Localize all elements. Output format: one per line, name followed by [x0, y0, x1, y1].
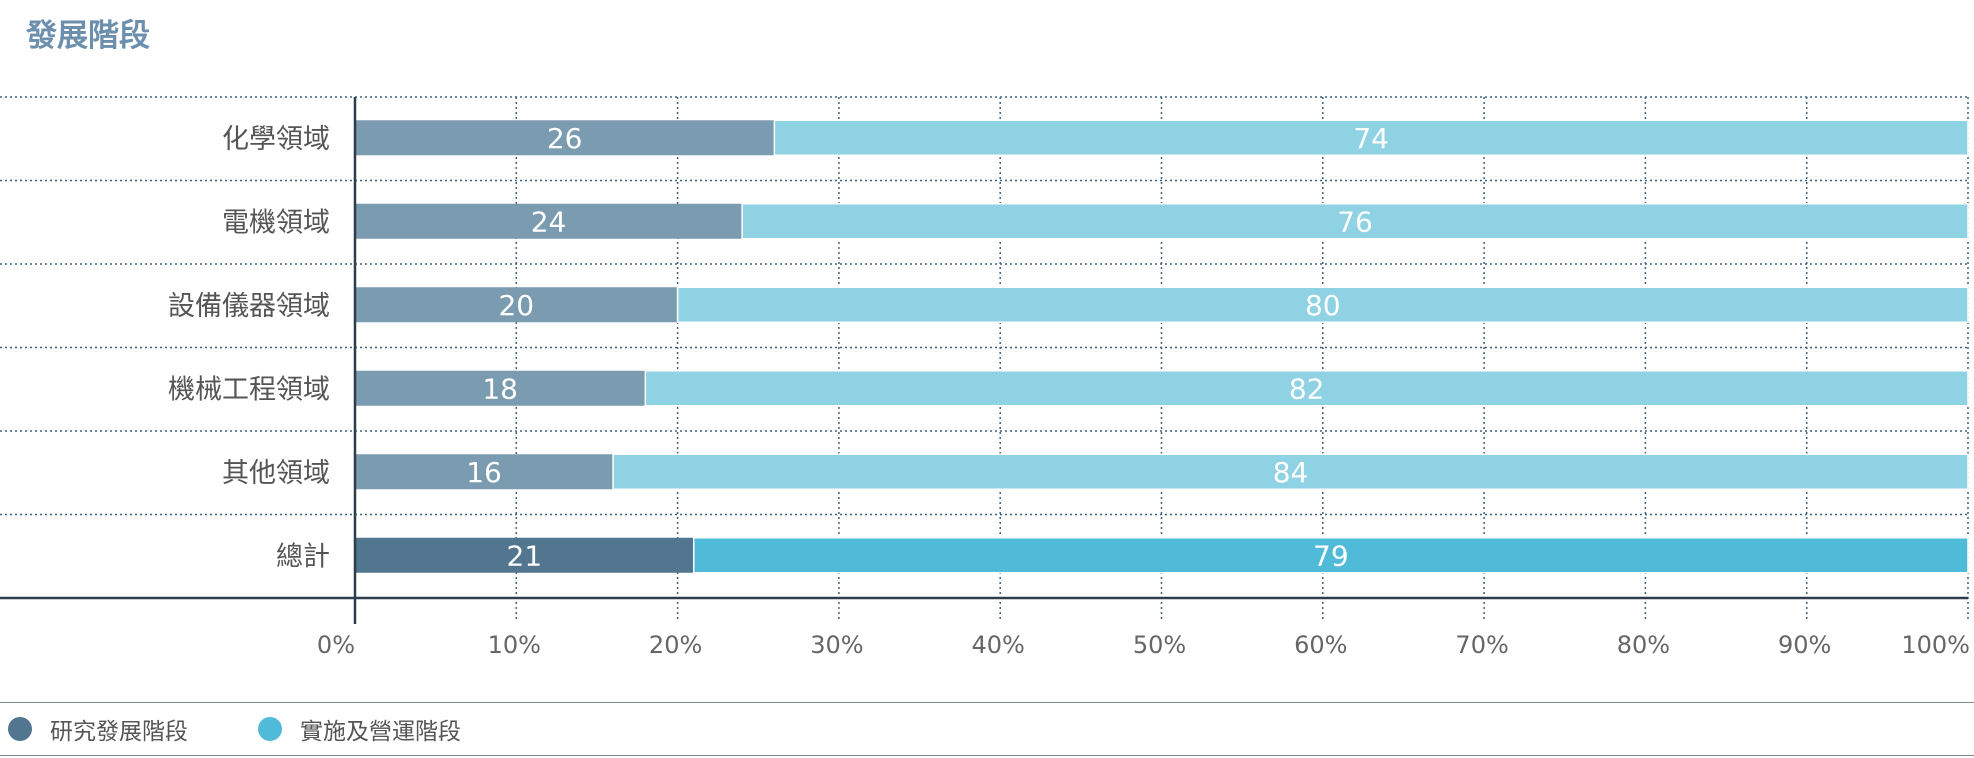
x-tick-label: 10% [488, 631, 541, 659]
x-tick-label: 80% [1617, 631, 1670, 659]
x-tick-label: 40% [972, 631, 1025, 659]
legend-label-operation: 實施及營運階段 [300, 712, 461, 746]
bar-value-label: 21 [507, 539, 543, 572]
category-label: 其他領域 [222, 458, 330, 489]
bar-value-label: 82 [1289, 372, 1325, 405]
category-label: 化學領域 [222, 124, 330, 155]
x-tick-label: 100% [1901, 631, 1970, 659]
x-tick-label: 20% [649, 631, 702, 659]
bar-value-label: 84 [1273, 456, 1309, 489]
bar-value-label: 16 [466, 456, 502, 489]
bar-value-label: 76 [1337, 205, 1373, 238]
x-tick-label: 50% [1133, 631, 1186, 659]
x-tick-label: 90% [1778, 631, 1831, 659]
legend-item-operation: 實施及營運階段 [258, 712, 461, 746]
legend-swatch-research [8, 717, 32, 741]
bar-value-label: 79 [1313, 539, 1349, 572]
bar-value-label: 26 [547, 122, 583, 155]
bar-value-label: 74 [1353, 122, 1389, 155]
stacked-bar-chart: 26 74 24 76 20 80 18 82 16 84 21 79 化學領域電機領域設備儀器領域機… [0, 0, 1974, 700]
x-tick-label: 60% [1294, 631, 1347, 659]
legend-swatch-operation [258, 717, 282, 741]
legend: 研究發展階段 實施及營運階段 [0, 702, 1974, 756]
category-label: 設備儀器領域 [168, 291, 330, 322]
category-label: 電機領域 [222, 207, 330, 238]
bar-value-label: 24 [531, 205, 567, 238]
x-tick-label: 30% [810, 631, 863, 659]
legend-label-research: 研究發展階段 [50, 712, 188, 746]
bar-value-label: 18 [482, 372, 518, 405]
x-tick-label: 0% [317, 631, 355, 659]
bar-value-label: 80 [1305, 289, 1341, 322]
legend-item-research: 研究發展階段 [8, 712, 188, 746]
category-label: 總計 [276, 541, 330, 572]
bar-value-label: 20 [498, 289, 534, 322]
category-label: 機械工程領域 [168, 374, 330, 405]
x-tick-label: 70% [1455, 631, 1508, 659]
x-tick-labels: 0% 10% 20% 30% 40% 50% 60% 70% 80% 90% 100% [317, 631, 1970, 659]
